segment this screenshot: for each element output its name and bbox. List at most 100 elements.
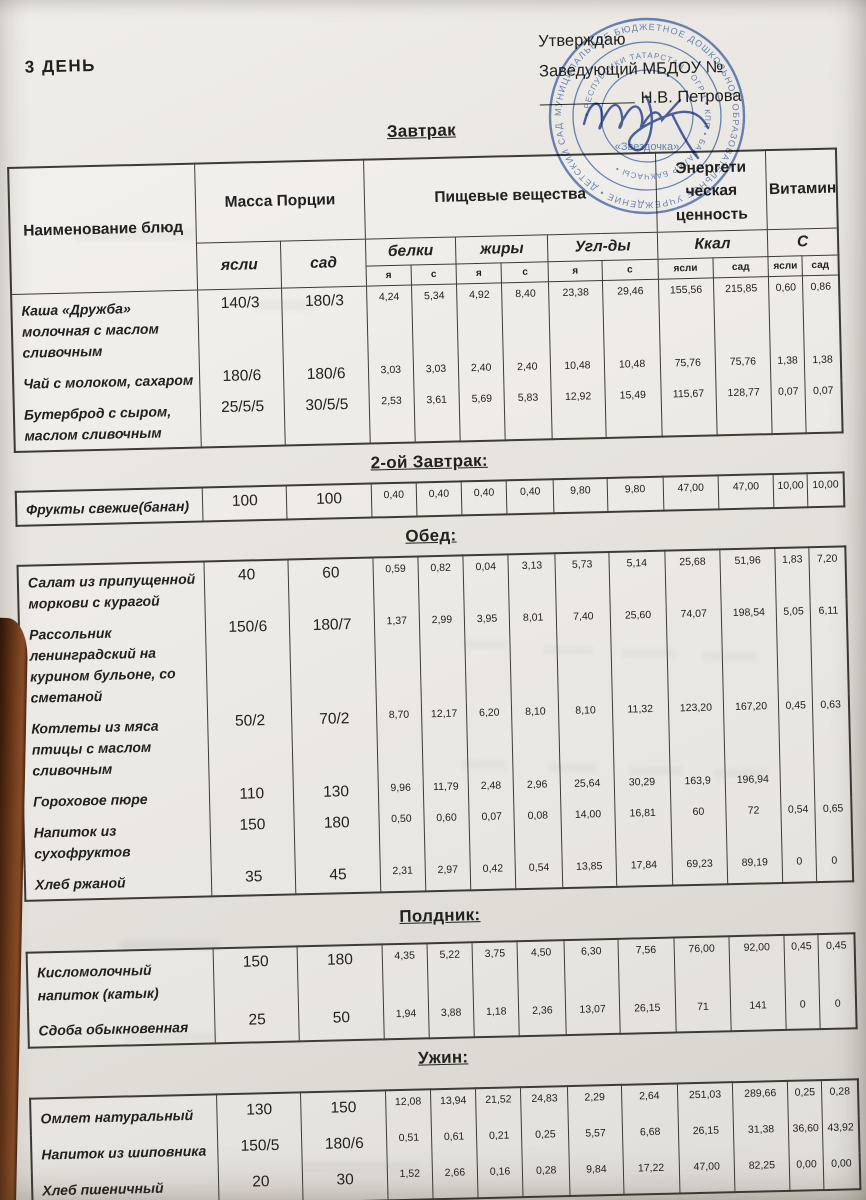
dish-name-cell: Котлеты из мяса птицы с маслом сливочным	[20, 708, 210, 786]
nutrition-value-cell: 25,64	[560, 771, 615, 804]
nutrition-value-cell: 89,19	[726, 850, 783, 885]
nutrition-value-cell: 76,00	[673, 936, 731, 997]
nutrition-value-cell: 12,08	[385, 1089, 432, 1128]
nutrition-value-cell: 82,25	[734, 1153, 791, 1192]
table-row: Фрукты свежие(банан) 100 100 0,40 0,40 0,40 0,…	[15, 472, 845, 526]
subheader-yasli: ясли	[768, 255, 803, 277]
header-proteins: белки	[365, 236, 457, 266]
nutrition-value-cell: 0,40	[416, 481, 463, 517]
nutrition-value-cell: 5,14	[608, 550, 666, 605]
nutrition-value-cell: 29,46	[602, 279, 660, 354]
nutrition-value-cell: 0,21	[476, 1123, 523, 1162]
subheader-s: с	[501, 261, 549, 283]
nutrition-value-cell: 74,07	[665, 602, 724, 698]
portion-mass-cell: 180/6	[301, 1127, 387, 1166]
nutrition-value-cell: 4,35	[381, 943, 429, 1004]
nutrition-value-cell: 7,20	[809, 546, 847, 601]
dish-name-cell: Хлеб ржаной	[24, 864, 213, 901]
nutrition-value-cell: 4,24	[366, 284, 414, 360]
nutrition-value-cell: 3,95	[464, 607, 512, 703]
nutrition-value-cell: 11,79	[423, 775, 469, 808]
nutrition-value-cell: 5,73	[555, 551, 610, 607]
subheader-ya: я	[548, 260, 603, 282]
bleed-through-mark	[255, 300, 317, 310]
nutrition-value-cell	[780, 766, 815, 799]
nutrition-value-cell: 289,66	[732, 1080, 789, 1119]
nutrition-value-cell: 0,60	[423, 806, 471, 860]
nutrition-value-cell: 13,94	[430, 1088, 477, 1127]
nutrition-value-cell: 2,64	[620, 1083, 679, 1122]
nutrition-value-cell: 2,29	[567, 1084, 622, 1123]
nutrition-value-cell: 69,23	[671, 852, 728, 886]
nutrition-value-cell: 2,99	[419, 608, 467, 704]
nutrition-value-cell: 196,94	[724, 767, 781, 801]
nutrition-value-cell: 3,03	[413, 357, 460, 390]
dish-name-cell: Гороховое пюре	[22, 781, 211, 817]
nutrition-value-cell: 8,70	[376, 703, 424, 778]
nutrition-value-cell: 0,08	[514, 803, 563, 858]
nutrition-value-cell	[814, 766, 852, 798]
portion-mass-cell: 25	[214, 1005, 300, 1044]
nutrition-value-cell: 47,00	[718, 473, 775, 510]
nutrition-value-cell: 8,01	[509, 606, 559, 702]
approval-block: Утверждаю Заведующий МБДОУ № Н.В. Петров…	[538, 20, 840, 116]
bleed-through-mark	[75, 228, 195, 241]
nutrition-value-cell: 1,52	[386, 1162, 433, 1200]
nutrition-value-cell: 215,85	[713, 276, 771, 352]
nutrition-value-cell: 3,75	[472, 941, 519, 1002]
portion-mass-cell: 130	[293, 777, 379, 811]
nutrition-value-cell: 6,11	[810, 599, 849, 695]
nutrition-value-cell: 0,00	[823, 1152, 861, 1190]
portion-mass-cell: 150	[210, 810, 296, 865]
dinner-table: Омлет натуральный 130 150 12,08 13,94 21,52 24…	[29, 1078, 862, 1200]
portion-mass-cell: 70/2	[291, 704, 378, 780]
nutrition-value-cell: 198,54	[721, 600, 779, 697]
nutrition-value-cell: 0,40	[370, 482, 417, 518]
signature-row: Н.В. Петрова	[539, 80, 840, 117]
nutrition-value-cell: 17,22	[622, 1156, 680, 1195]
portion-mass-cell: 130	[216, 1092, 302, 1132]
nutrition-value-cell: 0,04	[462, 554, 510, 609]
nutrition-value-cell: 0,59	[372, 556, 420, 611]
subheader-sad: сад	[712, 256, 769, 278]
nutrition-value-cell: 71	[675, 995, 732, 1033]
nutrition-value-cell: 10,48	[550, 353, 605, 387]
portion-mass-cell: 100	[202, 485, 288, 522]
nutrition-value-cell: 12,92	[551, 384, 606, 440]
nutrition-value-cell: 23,38	[548, 280, 604, 356]
portion-mass-cell: 40	[204, 559, 290, 615]
subheader-s: с	[410, 263, 457, 285]
portion-mass-cell: 50	[298, 1003, 385, 1042]
nutrition-value-cell: 0	[782, 849, 817, 883]
nutrition-value-cell: 2,31	[379, 859, 426, 893]
poldnik-table: Кисломолочный напиток (катык) 150 180 4,35 5…	[25, 932, 858, 1049]
bleed-through-mark	[622, 649, 676, 658]
nutrition-value-cell: 0,54	[780, 797, 817, 851]
nutrition-value-cell: 5,69	[459, 387, 506, 442]
nutrition-value-cell: 21,52	[475, 1086, 522, 1126]
nutrition-value-cell: 51,96	[719, 547, 777, 603]
bleed-through-mark	[125, 1032, 217, 1042]
nutrition-value-cell: 0,45	[778, 694, 815, 768]
portion-mass-cell: 50/2	[207, 706, 294, 782]
portion-mass-cell: 45	[295, 860, 381, 895]
nutrition-value-cell: 0,07	[805, 379, 843, 434]
bleed-through-mark	[543, 645, 593, 654]
nutrition-value-cell: 13,85	[562, 854, 617, 888]
nutrition-value-cell: 1,37	[373, 609, 422, 705]
nutrition-value-cell: 2,36	[518, 998, 567, 1037]
nutrition-value-cell: 0,51	[386, 1126, 433, 1164]
nutrition-value-cell: 9,96	[377, 776, 424, 809]
section-title-poldnik: Полдник:	[399, 904, 481, 926]
nutrition-value-cell: 5,22	[426, 942, 474, 1003]
dish-name-cell: Каша «Дружба» молочная с маслом сливочны…	[11, 289, 200, 368]
portion-mass-cell: 20	[218, 1165, 304, 1200]
second-breakfast-rows: Фрукты свежие(банан) 100 100 0,40 0,40 0,40 0,…	[15, 472, 845, 526]
nutrition-value-cell: 0,07	[771, 380, 807, 434]
subheader-ya: я	[365, 264, 412, 286]
bleed-through-mark	[630, 766, 682, 775]
nutrition-value-cell: 10,48	[603, 352, 661, 385]
nutrition-value-cell: 0,28	[821, 1079, 859, 1117]
nutrition-value-cell: 167,20	[723, 694, 781, 770]
